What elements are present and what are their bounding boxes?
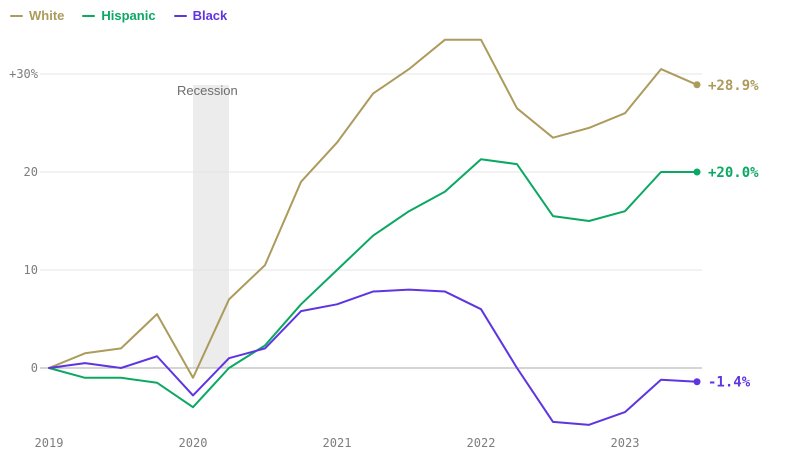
legend-item-hispanic: Hispanic xyxy=(82,8,156,23)
legend-item-black: Black xyxy=(173,8,228,23)
legend-label: Hispanic xyxy=(101,8,156,23)
series-line-hispanic xyxy=(48,158,698,409)
recession-band xyxy=(193,85,229,368)
x-tick-label: 2023 xyxy=(611,436,640,450)
x-tick-label: 2021 xyxy=(323,436,352,450)
x-tick-label: 2022 xyxy=(467,436,496,450)
legend-swatch-icon xyxy=(173,14,187,17)
legend-swatch-icon xyxy=(10,14,23,17)
recession-label: Recession xyxy=(177,83,238,98)
series-end-dot-white xyxy=(693,81,701,89)
series-line-white xyxy=(48,38,698,379)
y-tick-label: 20 xyxy=(24,165,38,179)
y-tick-label: 0 xyxy=(31,361,38,375)
legend-label: White xyxy=(29,8,65,23)
x-tick-label: 2020 xyxy=(179,436,208,450)
series-end-label-black: -1.4% xyxy=(708,375,751,391)
series-line-black xyxy=(48,288,698,426)
legend-swatch-icon xyxy=(82,14,96,17)
x-tick-label: 2019 xyxy=(35,436,64,450)
legend-item-white: White xyxy=(10,8,64,23)
series-end-label-white: +28.9% xyxy=(708,78,759,94)
series-end-dot-black xyxy=(693,378,701,386)
series-end-label-hispanic: +20.0% xyxy=(708,165,759,181)
y-tick-label: +30% xyxy=(9,67,39,81)
chart-legend: White Hispanic Black xyxy=(10,8,227,23)
legend-label: Black xyxy=(192,8,228,23)
series-end-dot-hispanic xyxy=(693,168,701,176)
y-tick-label: 10 xyxy=(24,263,38,277)
